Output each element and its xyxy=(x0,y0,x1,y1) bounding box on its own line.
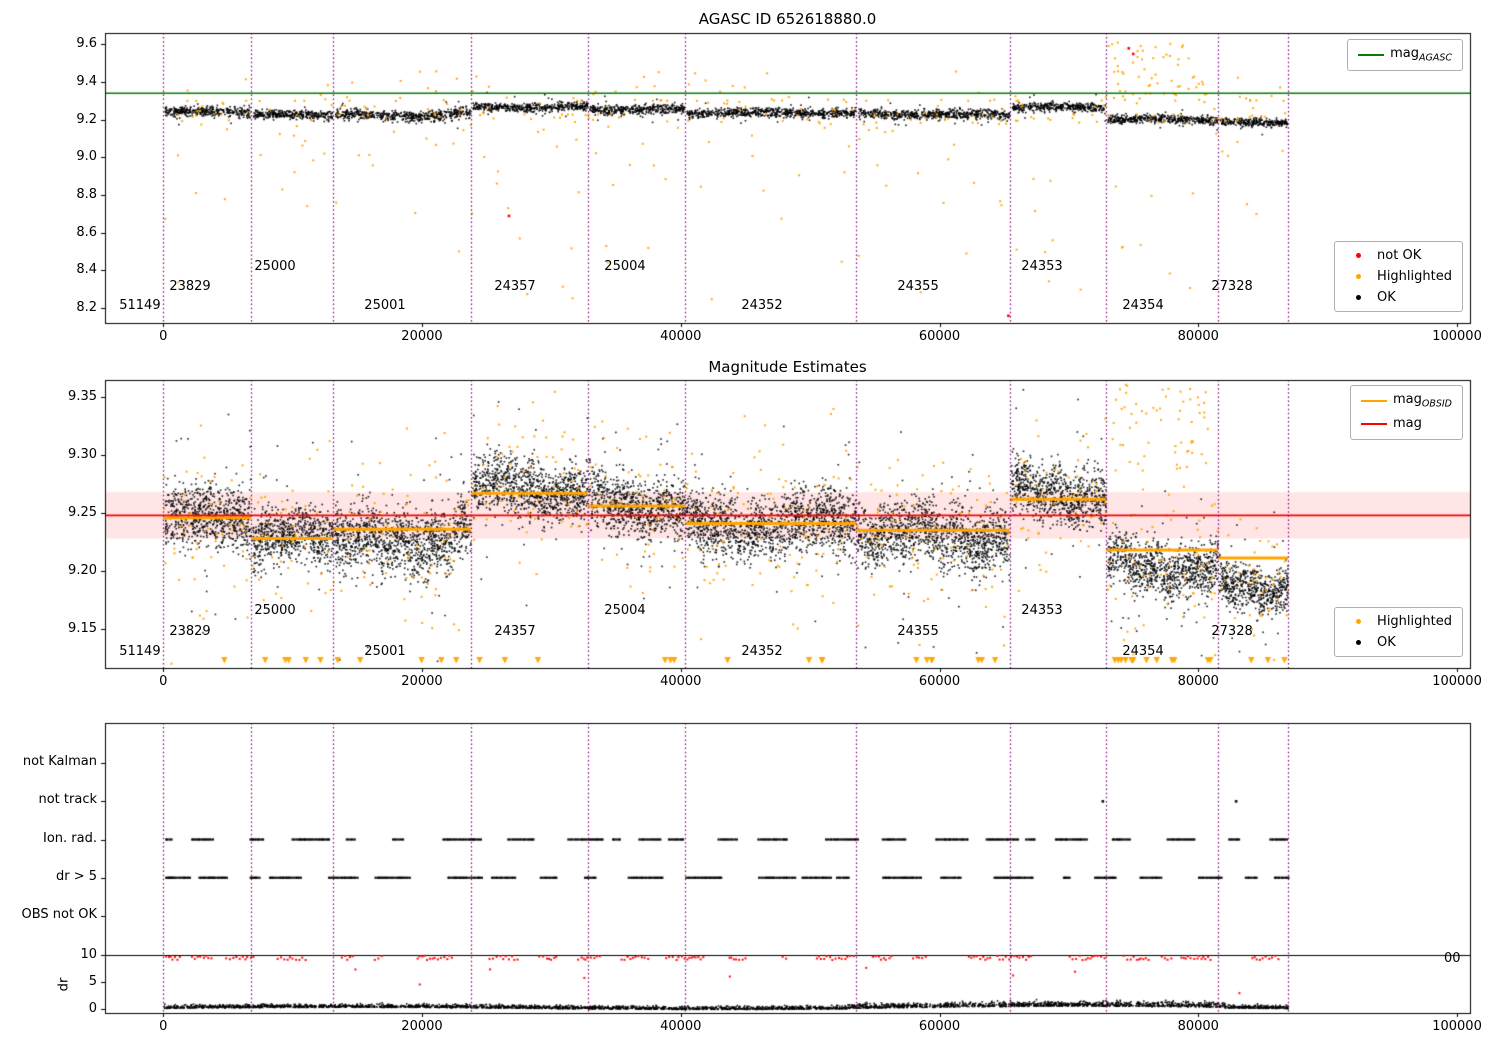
not-ok-marker-icon xyxy=(1345,253,1371,258)
category-label-dr-gt-5: dr > 5 xyxy=(55,869,97,884)
legend-entry-mag-obsid: magOBSID xyxy=(1360,392,1452,410)
legend-entry-ok: OK xyxy=(1345,290,1452,305)
ok-marker-icon xyxy=(1345,295,1371,300)
legend-label-ok: OK xyxy=(1377,290,1396,305)
legend-label-not-ok: not OK xyxy=(1377,248,1422,263)
legend-label-ok-mid: OK xyxy=(1377,635,1396,650)
legend-entry-not-ok: not OK xyxy=(1345,248,1452,263)
legend-label-mag: mag xyxy=(1392,415,1422,431)
legend-label-highlighted-mid: Highlighted xyxy=(1377,614,1452,629)
mag-agasc-line-sample xyxy=(1358,53,1385,56)
middle-plot-title: Magnitude Estimates xyxy=(708,358,867,376)
legend-entry-mag-agasc: magAGASC xyxy=(1358,46,1452,64)
legend-entry-mag: mag xyxy=(1360,415,1452,434)
category-label-obs-not-ok: OBS not OK xyxy=(21,907,98,922)
legend-middle-markers: Highlighted OK xyxy=(1334,607,1463,657)
category-label-not-kalman: not Kalman xyxy=(22,754,97,769)
mag-obsid-line-sample xyxy=(1360,399,1387,402)
category-label-not-track: not track xyxy=(38,792,97,807)
highlighted-marker-icon xyxy=(1345,274,1371,279)
legend-label-mag-obsid: magOBSID xyxy=(1392,392,1452,410)
legend-top-markers: not OK Highlighted OK xyxy=(1334,241,1463,312)
highlighted-marker-icon xyxy=(1345,619,1371,624)
legend-mag-lines: magOBSID mag xyxy=(1349,385,1463,441)
legend-entry-highlighted-mid: Highlighted xyxy=(1345,614,1452,629)
legend-mag-agasc: magAGASC xyxy=(1347,39,1463,71)
legend-entry-highlighted: Highlighted xyxy=(1345,269,1452,284)
top-plot-title: AGASC ID 652618880.0 xyxy=(698,10,877,28)
mag-line-sample xyxy=(1360,423,1387,426)
legend-entry-ok-mid: OK xyxy=(1345,635,1452,650)
legend-label-highlighted: Highlighted xyxy=(1377,269,1452,284)
clipped-axis-tick: 00 xyxy=(1444,951,1461,966)
dr-axis-label: dr xyxy=(56,977,72,992)
category-label-ion-rad: Ion. rad. xyxy=(43,831,97,846)
ok-marker-icon xyxy=(1345,640,1371,645)
legend-label-mag-agasc: magAGASC xyxy=(1390,46,1452,64)
